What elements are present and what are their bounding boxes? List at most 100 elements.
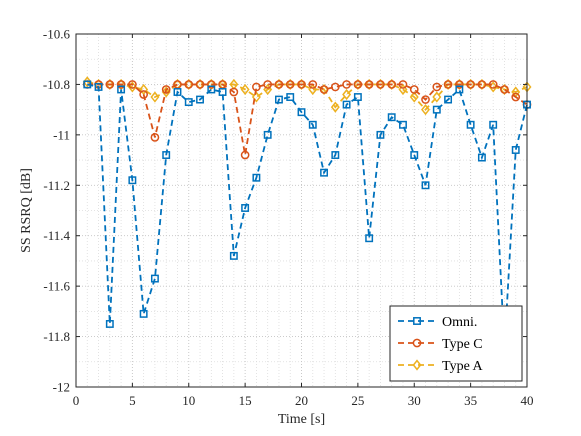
x-tick-label: 20: [295, 393, 308, 408]
data-point-type-a: [342, 88, 352, 101]
legend: Omni. Type C Type A: [389, 305, 523, 382]
data-point-omni: [229, 251, 238, 260]
data-point-type-c: [477, 80, 487, 89]
data-point-type-a: [387, 78, 397, 91]
data-point-type-c: [184, 80, 194, 89]
legend-entry-type-c: Type C: [398, 337, 483, 352]
data-point-type-c: [398, 80, 408, 89]
data-point-omni: [128, 176, 137, 185]
data-point-omni: [331, 151, 340, 159]
data-point-omni: [173, 88, 182, 96]
data-point-omni: [466, 120, 475, 129]
data-point-omni: [376, 130, 385, 139]
data-point-omni: [387, 113, 396, 122]
data-point-type-a: [150, 91, 160, 103]
data-point-type-a: [195, 78, 205, 91]
y-tick-label: -11: [53, 127, 70, 142]
data-point-type-a: [409, 91, 419, 103]
data-point-type-c: [229, 87, 239, 97]
data-point-omni: [150, 274, 159, 283]
y-tick-label: -11.6: [43, 279, 70, 294]
legend-entry-omni: Omni.: [398, 315, 477, 330]
data-point-type-c: [511, 92, 521, 102]
data-point-type-c: [443, 80, 453, 89]
data-point-type-a: [116, 78, 126, 91]
data-point-type-a: [421, 104, 431, 116]
data-point-type-a: [364, 78, 374, 91]
data-point-omni: [162, 151, 171, 159]
y-tick-label: -11.4: [43, 228, 70, 243]
data-point-type-a: [443, 78, 453, 91]
x-tick-label: 10: [182, 393, 195, 408]
data-point-type-a: [330, 101, 340, 113]
data-point-omni: [139, 309, 148, 318]
series-line-omni: [87, 83, 528, 350]
data-point-omni: [444, 95, 453, 104]
data-point-type-c: [353, 80, 363, 89]
data-point-type-a: [499, 83, 509, 96]
data-point-type-c: [263, 80, 273, 89]
data-point-type-c: [387, 80, 397, 89]
y-tick-label: -12: [53, 380, 70, 395]
data-point-type-a: [240, 83, 250, 96]
data-point-type-c: [297, 80, 306, 89]
data-point-type-c: [421, 95, 430, 104]
data-point-type-a: [488, 81, 498, 93]
data-point-omni: [286, 93, 295, 101]
data-point-type-c: [206, 80, 216, 89]
legend-label-omni: Omni.: [442, 315, 477, 330]
data-point-omni: [432, 105, 441, 114]
data-point-type-c: [173, 80, 182, 89]
y-tick-label: -11.2: [43, 178, 70, 193]
data-point-omni: [489, 120, 498, 129]
data-point-type-c: [128, 80, 137, 89]
data-point-omni: [353, 93, 362, 101]
data-point-type-c: [308, 80, 318, 89]
data-point-type-a: [353, 78, 363, 91]
data-point-omni: [207, 85, 216, 94]
data-point-type-c: [161, 85, 171, 94]
data-point-type-c: [330, 82, 340, 92]
data-point-type-c: [195, 80, 205, 89]
y-axis-label: SS RSRQ [dB]: [19, 168, 34, 253]
legend-label-type-c: Type C: [442, 337, 483, 352]
data-point-type-c: [319, 85, 329, 94]
data-point-type-c: [364, 80, 374, 89]
data-point-omni: [196, 95, 204, 104]
data-point-type-a: [251, 91, 261, 103]
y-tick-label: -11.8: [43, 329, 70, 344]
data-point-type-a: [184, 78, 194, 91]
legend-marker-type-c: [412, 338, 422, 348]
series-omni: [83, 80, 531, 354]
data-point-omni: [365, 234, 374, 243]
legend-entry-type-a: Type A: [398, 359, 484, 374]
data-point-type-c: [274, 80, 284, 89]
data-point-type-a: [375, 78, 385, 91]
x-tick-label: 35: [464, 393, 477, 408]
data-point-type-a: [274, 78, 284, 91]
x-tick-label: 30: [408, 393, 421, 408]
data-point-omni: [252, 173, 261, 182]
data-point-omni: [263, 130, 272, 139]
data-point-type-a: [477, 78, 487, 91]
data-point-type-c: [466, 80, 475, 89]
data-point-omni: [218, 88, 227, 96]
data-point-omni: [83, 80, 92, 89]
data-point-type-c: [240, 150, 250, 160]
data-point-type-c: [139, 90, 148, 99]
data-point-type-a: [466, 78, 476, 91]
data-point-omni: [184, 98, 193, 107]
x-tick-label: 5: [129, 393, 136, 408]
data-point-omni: [94, 83, 103, 91]
data-point-type-a: [127, 81, 137, 93]
data-point-type-a: [206, 78, 216, 91]
x-tick-label: 25: [351, 393, 364, 408]
data-point-omni: [455, 85, 464, 94]
data-point-type-c: [342, 80, 351, 89]
data-point-omni: [410, 151, 419, 159]
data-point-type-c: [105, 80, 115, 89]
data-point-type-c: [376, 80, 385, 89]
data-point-type-c: [116, 80, 126, 89]
legend-marker-omni: [413, 317, 421, 325]
